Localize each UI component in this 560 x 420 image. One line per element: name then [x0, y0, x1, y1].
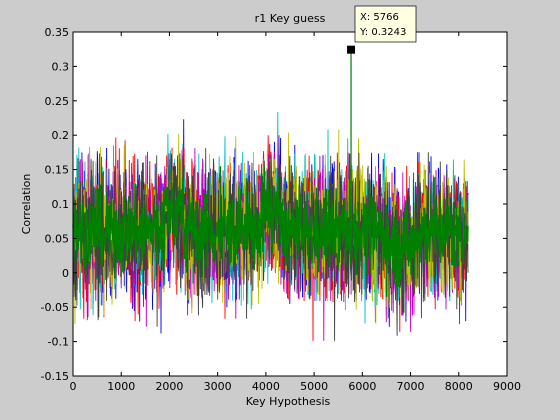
- x-tick-label: 0: [70, 380, 77, 393]
- y-tick-label: 0.1: [52, 198, 70, 211]
- correlation-traces: [72, 111, 469, 341]
- x-tick-label: 4000: [252, 380, 280, 393]
- y-tick-label: -0.1: [48, 336, 69, 349]
- y-axis-ticks: -0.15 -0.1 -0.05 0 0.05 0.1 0.15 0.2 0.25 0.3 0.35: [41, 26, 507, 383]
- x-tick-label: 3000: [204, 380, 232, 393]
- y-tick-label: 0.3: [52, 60, 70, 73]
- datatip-x-text: X: 5766: [360, 12, 399, 23]
- y-tick-label: -0.15: [41, 370, 69, 383]
- y-tick-label: 0.15: [45, 164, 70, 177]
- datatip-marker[interactable]: [347, 45, 356, 54]
- x-tick-label: 5000: [300, 380, 328, 393]
- x-axis-ticks: 0 1000 2000 3000 4000 5000 6000 7000 8000 9000: [70, 32, 521, 393]
- x-axis-label: Key Hypothesis: [246, 395, 331, 408]
- x-tick-label: 8000: [445, 380, 473, 393]
- chart-title: r1 Key guess: [255, 12, 326, 25]
- y-tick-label: 0.25: [45, 95, 70, 108]
- y-tick-label: 0.2: [52, 129, 70, 142]
- x-tick-label: 1000: [107, 380, 135, 393]
- datatip-box: [354, 5, 417, 43]
- x-tick-label: 2000: [155, 380, 183, 393]
- datatip-y-text: Y: 0.3243: [359, 27, 406, 38]
- x-tick-label: 7000: [397, 380, 425, 393]
- correlation-trace: [72, 153, 469, 297]
- datatip[interactable]: X: 5766 Y: 0.3243: [354, 5, 417, 43]
- x-tick-label: 9000: [493, 380, 521, 393]
- y-tick-label: 0.05: [45, 232, 70, 245]
- y-axis-label: Correlation: [20, 174, 33, 235]
- y-tick-label: 0.35: [45, 26, 70, 39]
- y-tick-label: -0.05: [41, 301, 69, 314]
- y-tick-label: 0: [62, 267, 69, 280]
- x-tick-label: 6000: [348, 380, 376, 393]
